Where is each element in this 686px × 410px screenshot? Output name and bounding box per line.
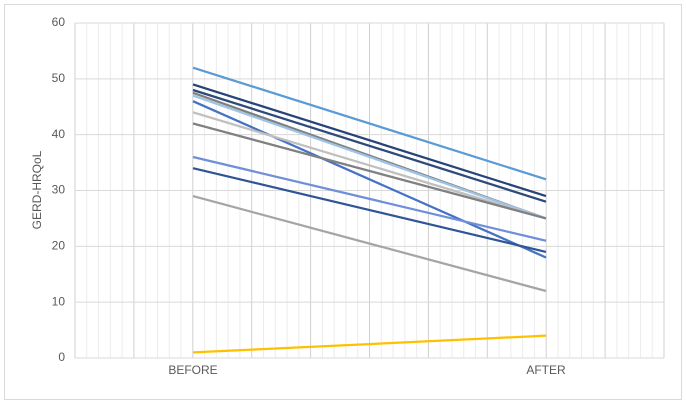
y-tick-label: 0	[58, 350, 65, 364]
series-line	[192, 194, 547, 293]
series-line	[192, 94, 547, 220]
series-line	[192, 111, 547, 220]
series-line	[192, 155, 547, 242]
chart-border	[4, 4, 682, 400]
x-tick-label: AFTER	[526, 363, 566, 377]
series-line	[192, 83, 547, 198]
y-tick-label: 20	[52, 239, 66, 253]
y-tick-label: 40	[52, 127, 66, 141]
y-tick-label: 60	[52, 15, 66, 29]
series-line	[192, 122, 547, 220]
y-tick-label: 50	[52, 71, 66, 85]
series-line	[192, 88, 547, 203]
x-tick-label: BEFORE	[168, 363, 217, 377]
y-tick-label: 30	[52, 183, 66, 197]
series-line	[192, 100, 547, 259]
series-line	[192, 167, 547, 254]
series-line	[192, 66, 547, 181]
series-line	[192, 334, 547, 354]
y-tick-label: 10	[52, 294, 66, 308]
y-axis-label: GERD-HRQoL	[30, 150, 44, 229]
